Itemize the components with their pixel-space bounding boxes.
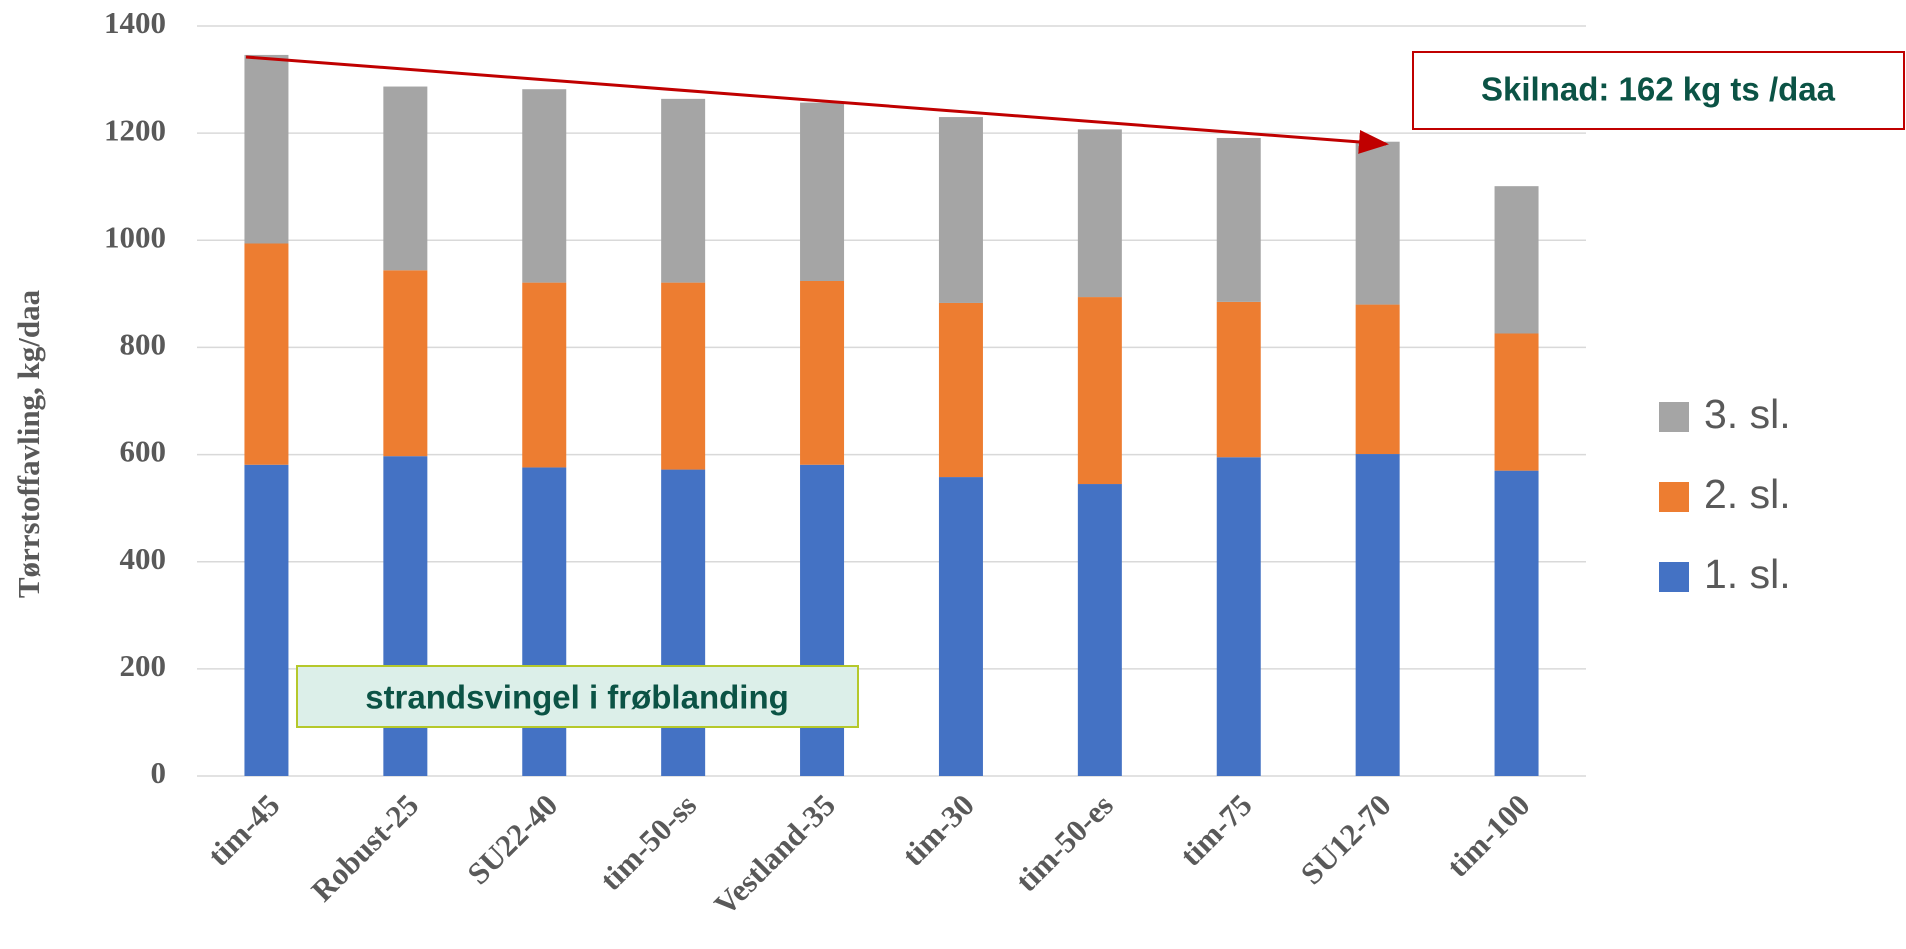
note-box [296,665,859,728]
y-tick-label: 1400 [104,5,166,40]
x-tick-label: tim-50-ss [593,787,703,897]
y-tick-label: 800 [120,327,167,362]
bar-segment [1494,470,1539,776]
y-axis-label: Tørrstoffavling, kg/daa [11,289,46,598]
bar-segment [661,469,706,776]
y-tick-label: 0 [151,755,167,790]
bar-segment [522,467,567,776]
legend-label: 3. sl. [1704,391,1791,437]
bar-segment [1355,304,1400,455]
bar-segment [800,464,845,776]
bar-segment [1077,484,1122,776]
bar-segment [1216,137,1261,302]
difference-text: Skilnad: 162 kg ts /daa [1481,71,1836,108]
legend-swatch [1659,402,1689,432]
bar-segment [1216,301,1261,458]
x-tick-label: tim-45 [201,787,287,873]
y-tick-label: 200 [120,648,167,683]
x-tick-label: Vestland-35 [707,787,842,922]
x-tick-label: SU12-70 [1294,787,1398,891]
difference-arrow [245,55,1389,154]
x-tick-label: Robust-25 [304,787,425,908]
bar-segment [383,86,428,271]
bar-segment [661,282,706,470]
bar-segment [1077,129,1122,298]
bar-segment [1216,457,1261,776]
bar-segment [244,54,289,244]
x-tick-label: tim-100 [1440,787,1537,884]
legend-swatch [1659,562,1689,592]
x-tick-label: tim-30 [895,787,981,873]
bar-segment [938,477,983,776]
bar-segment [938,302,983,478]
bar-segment [522,282,567,468]
bar-segment [383,456,428,776]
bar-segment [1077,297,1122,485]
bar-segment [1355,141,1400,305]
y-tick-label: 1200 [104,112,166,147]
bar-segment [800,102,845,281]
x-tick-label: SU22-40 [460,787,564,891]
bar-segment [1355,454,1400,776]
x-tick-label: tim-75 [1173,787,1259,873]
bar-segment [1494,186,1539,334]
legend-label: 1. sl. [1704,551,1791,597]
note-text: strandsvingel i frøblanding [365,679,789,716]
bar-segment [938,117,983,303]
bar-segment [244,243,289,465]
legend-swatch [1659,482,1689,512]
legend-label: 2. sl. [1704,471,1791,517]
y-tick-label: 400 [120,541,167,576]
bar-segment [522,89,567,283]
bar-segment [661,98,706,283]
y-tick-label: 600 [120,434,167,469]
bar-segment [1494,333,1539,471]
y-tick-label: 1000 [104,219,166,254]
bar-segment [244,464,289,776]
difference-box [1412,51,1905,130]
x-tick-label: tim-50-es [1009,787,1120,898]
bar-segment [800,281,845,465]
bar-segment [383,270,428,457]
